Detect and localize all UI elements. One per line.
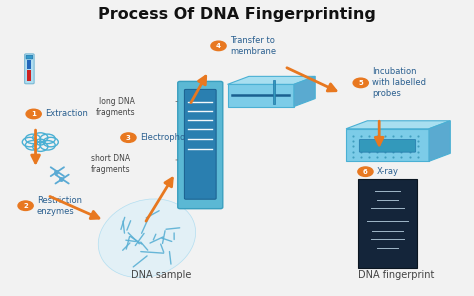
- Text: DNA sample: DNA sample: [131, 270, 191, 280]
- Polygon shape: [294, 76, 315, 107]
- Text: Incubation
with labelled
probes: Incubation with labelled probes: [372, 67, 426, 99]
- Circle shape: [358, 167, 373, 176]
- FancyBboxPatch shape: [27, 70, 31, 81]
- Text: Process Of DNA Fingerprinting: Process Of DNA Fingerprinting: [98, 7, 376, 22]
- Ellipse shape: [98, 199, 196, 278]
- Text: long DNA
fragments: long DNA fragments: [95, 96, 135, 117]
- Polygon shape: [429, 121, 450, 161]
- FancyBboxPatch shape: [346, 129, 429, 161]
- Circle shape: [18, 201, 33, 210]
- FancyBboxPatch shape: [358, 179, 417, 268]
- Circle shape: [211, 41, 226, 51]
- FancyBboxPatch shape: [273, 80, 275, 104]
- Text: 1: 1: [31, 111, 36, 117]
- FancyBboxPatch shape: [184, 89, 216, 199]
- Text: 5: 5: [358, 80, 363, 86]
- Polygon shape: [228, 76, 315, 84]
- Text: Electrophoresis: Electrophoresis: [140, 133, 205, 142]
- Circle shape: [26, 109, 41, 119]
- FancyBboxPatch shape: [27, 60, 31, 69]
- FancyBboxPatch shape: [26, 55, 33, 59]
- Text: short DNA
fragments: short DNA fragments: [91, 154, 130, 174]
- Polygon shape: [346, 121, 450, 129]
- Text: 4: 4: [216, 43, 221, 49]
- FancyBboxPatch shape: [228, 84, 294, 107]
- FancyBboxPatch shape: [359, 140, 416, 152]
- FancyBboxPatch shape: [25, 54, 34, 84]
- Text: 2: 2: [23, 203, 28, 209]
- Text: X-ray: X-ray: [377, 167, 399, 176]
- Text: DNA fingerprint: DNA fingerprint: [357, 270, 434, 280]
- Text: 6: 6: [363, 169, 368, 175]
- Circle shape: [121, 133, 136, 142]
- Text: 3: 3: [126, 135, 131, 141]
- Text: Restriction
enzymes: Restriction enzymes: [37, 196, 82, 216]
- FancyBboxPatch shape: [178, 81, 223, 209]
- Circle shape: [353, 78, 368, 88]
- Text: Transfer to
membrane: Transfer to membrane: [230, 36, 276, 56]
- Text: Extraction: Extraction: [45, 110, 88, 118]
